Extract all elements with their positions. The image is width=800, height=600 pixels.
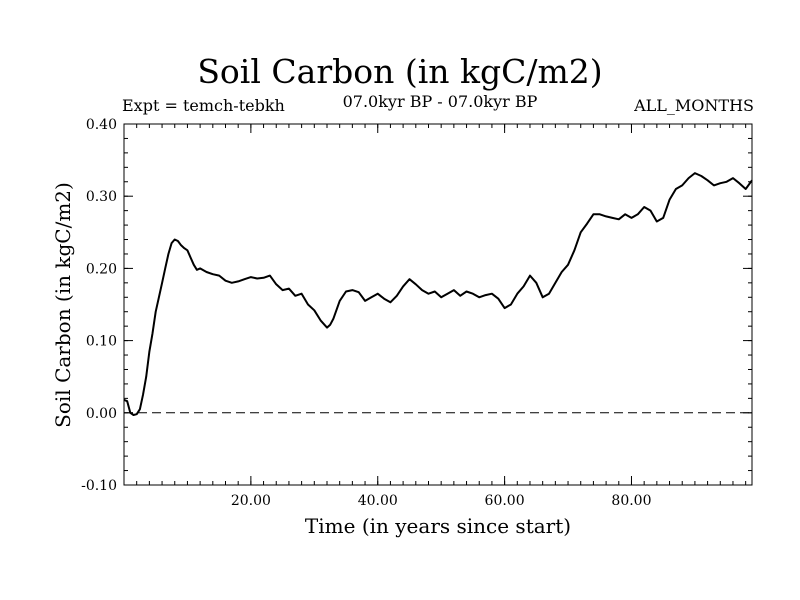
chart-title: Soil Carbon (in kgC/m2) (197, 52, 603, 91)
y-tick-label: 0.30 (86, 189, 117, 205)
y-tick-label: 0.00 (86, 406, 117, 422)
y-tick-label: -0.10 (81, 478, 117, 494)
tick-labels: 20.00 40.00 60.00 80.00 -0.10 0.00 0.10 0.20 0.3… (81, 117, 651, 509)
period-label: 07.0kyr BP - 07.0kyr BP (342, 92, 538, 111)
x-axis-label: Time (in years since start) (304, 514, 572, 538)
minor-ticks (124, 124, 752, 485)
major-ticks (124, 123, 752, 486)
experiment-label: Expt = temch-tebkh (122, 96, 285, 115)
plot-frame (123, 123, 753, 486)
y-tick-label: 0.20 (86, 261, 117, 277)
x-tick-label: 80.00 (611, 493, 651, 509)
y-axis-label: Soil Carbon (in kgC/m2) (51, 182, 75, 428)
y-tick-label: 0.10 (86, 334, 117, 350)
x-tick-label: 40.00 (358, 493, 398, 509)
soil-carbon-series-line (123, 172, 753, 416)
x-tick-label: 20.00 (231, 493, 271, 509)
months-label: ALL_MONTHS (634, 96, 754, 115)
y-tick-label: 0.40 (86, 117, 117, 133)
x-tick-label: 60.00 (485, 493, 525, 509)
